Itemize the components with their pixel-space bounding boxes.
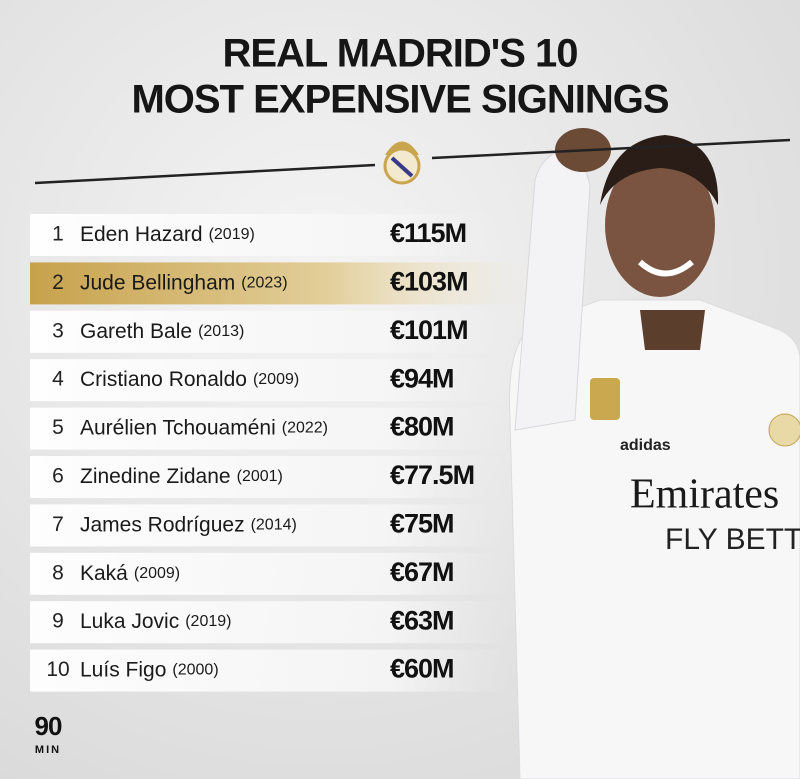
row: 4 Cristiano Ronaldo (2009) €94M: [30, 359, 510, 402]
signing-year: (2009): [253, 371, 299, 388]
player-name: James Rodríguez: [80, 513, 245, 536]
divider-right: [431, 138, 791, 160]
player: Luka Jovic (2019): [80, 610, 231, 633]
row-background: [30, 649, 510, 692]
row-background: [30, 504, 510, 547]
transfer-fee: €63M: [390, 605, 454, 635]
club-crest: [383, 141, 421, 185]
divider-left: [34, 163, 376, 185]
player: Luís Figo (2000): [80, 658, 219, 681]
transfer-fee: €103M: [390, 267, 468, 297]
signing-year: (2013): [198, 323, 244, 340]
rank: 5: [52, 416, 64, 439]
ranking-list: 1 Eden Hazard (2019) €115M 2 Jude Bellingham (…: [30, 214, 530, 692]
signing-year: (2022): [282, 420, 328, 437]
player-name: Aurélien Tchouaméni: [80, 416, 276, 439]
player: James Rodríguez (2014): [80, 513, 297, 536]
rank: 1: [52, 223, 64, 246]
row: 7 James Rodríguez (2014) €75M: [30, 504, 510, 547]
transfer-fee: €75M: [390, 509, 454, 539]
player-name: Gareth Bale: [80, 319, 192, 342]
title-line: MOST EXPENSIVE SIGNINGS: [131, 78, 668, 122]
row: 6 Zinedine Zidane (2001) €77.5M: [30, 456, 510, 498]
player: Jude Bellingham (2023): [80, 271, 288, 294]
logo-bottom: MIN: [35, 744, 61, 756]
transfer-fee: €67M: [390, 557, 454, 587]
row: 1 Eden Hazard (2019) €115M: [30, 214, 510, 256]
brand-logo: 90 MIN: [35, 711, 63, 756]
row-background: [30, 407, 510, 450]
rank: 4: [52, 368, 64, 391]
signing-year: (2009): [134, 565, 180, 582]
player-name: Kaká: [80, 561, 128, 584]
player: Gareth Bale (2013): [80, 319, 244, 342]
transfer-fee: €115M: [390, 218, 466, 248]
crest-small: [768, 413, 800, 447]
player: Cristiano Ronaldo (2009): [80, 368, 299, 391]
player: Aurélien Tchouaméni (2022): [80, 416, 328, 439]
transfer-fee: €60M: [390, 654, 454, 684]
player: Zinedine Zidane (2001): [80, 465, 283, 488]
player-name: Luís Figo: [80, 658, 166, 681]
rank: 3: [52, 319, 64, 342]
player-name: Eden Hazard: [80, 223, 203, 246]
rank: 10: [46, 658, 69, 681]
shirt-brand: adidas: [620, 437, 671, 454]
transfer-fee: €77.5M: [390, 460, 474, 490]
signing-year: (2000): [172, 662, 218, 679]
player-name: Jude Bellingham: [80, 271, 235, 294]
signing-year: (2023): [241, 275, 287, 292]
signing-year: (2014): [251, 517, 297, 534]
row: 8 Kaká (2009) €67M: [30, 552, 510, 595]
row-background: [30, 310, 510, 353]
rank: 6: [52, 465, 64, 488]
player-name: Zinedine Zidane: [80, 465, 231, 488]
player: Eden Hazard (2019): [80, 223, 255, 246]
row: 3 Gareth Bale (2013) €101M: [30, 310, 510, 353]
rank: 7: [52, 513, 64, 536]
row-background: [30, 601, 510, 644]
player-name: Luka Jovic: [80, 610, 179, 633]
shirt-tagline: FLY BETTER: [665, 523, 800, 556]
row-highlight: [30, 262, 530, 305]
transfer-fee: €80M: [390, 412, 454, 442]
row: 9 Luka Jovic (2019) €63M: [30, 601, 510, 644]
rank: 2: [52, 271, 64, 294]
row-background: [30, 359, 510, 402]
row-background: [30, 456, 510, 498]
player: Kaká (2009): [80, 561, 180, 584]
player-illustration: adidas Emirates FLY BETTER: [508, 128, 800, 779]
title-line: REAL MADRID'S 10: [222, 32, 577, 76]
signing-year: (2019): [185, 613, 231, 630]
player-name: Cristiano Ronaldo: [80, 368, 247, 391]
shirt-sponsor: Emirates: [630, 472, 779, 518]
signing-year: (2019): [209, 226, 255, 243]
logo-top: 90: [35, 711, 62, 741]
row: 5 Aurélien Tchouaméni (2022) €80M: [30, 407, 510, 450]
row-background: [30, 552, 510, 595]
transfer-fee: €94M: [390, 363, 454, 393]
rank: 8: [52, 561, 64, 584]
transfer-fee: €101M: [390, 315, 468, 345]
rank: 9: [52, 610, 64, 633]
row-background: [30, 214, 510, 256]
row: 10 Luís Figo (2000) €60M: [30, 649, 510, 692]
signing-year: (2001): [237, 468, 283, 485]
row: 2 Jude Bellingham (2023) €103M: [30, 262, 530, 305]
badge: [590, 378, 620, 420]
